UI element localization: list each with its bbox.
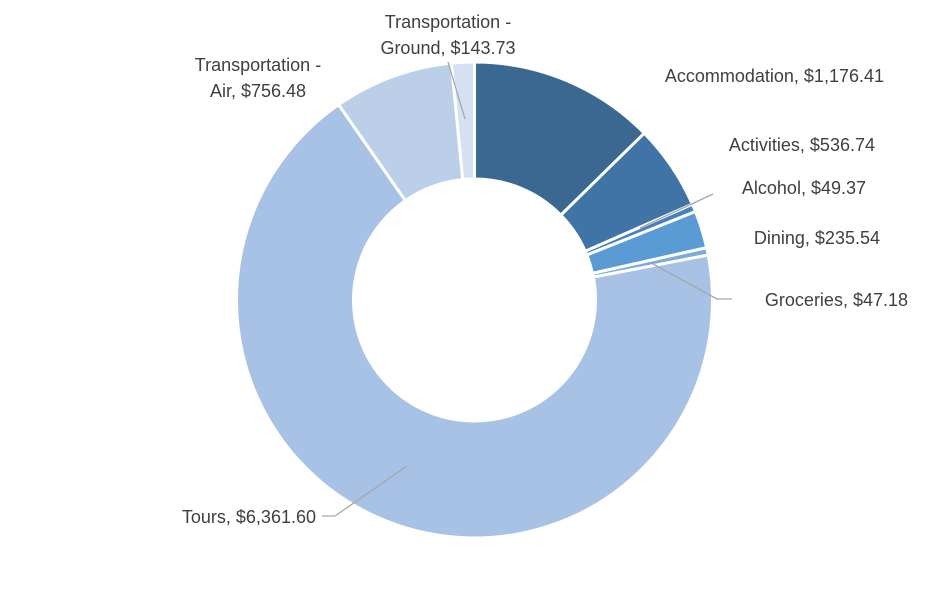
data-label-dining: Dining, $235.54 [754, 228, 880, 248]
data-label-accommodation: Accommodation, $1,176.41 [665, 66, 884, 86]
data-label-tours: Tours, $6,361.60 [182, 507, 316, 527]
data-label-activities: Activities, $536.74 [729, 135, 875, 155]
data-label-transportation-ground: Transportation -Ground, $143.73 [380, 12, 515, 58]
labels-group: Accommodation, $1,176.41 Activities, $536… [182, 12, 908, 527]
leader-line-groceries [652, 263, 732, 300]
data-label-groceries: Groceries, $47.18 [765, 290, 908, 310]
leader-lines [322, 61, 732, 517]
leader-line-tours [322, 465, 408, 517]
data-label-transportation-air: Transportation -Air, $756.48 [195, 55, 321, 101]
leader-line-transportation-ground [447, 61, 466, 120]
leader-line-alcohol [639, 193, 714, 229]
data-label-alcohol: Alcohol, $49.37 [742, 178, 866, 198]
slices-group [235, 60, 714, 540]
slice-tours [235, 102, 714, 540]
